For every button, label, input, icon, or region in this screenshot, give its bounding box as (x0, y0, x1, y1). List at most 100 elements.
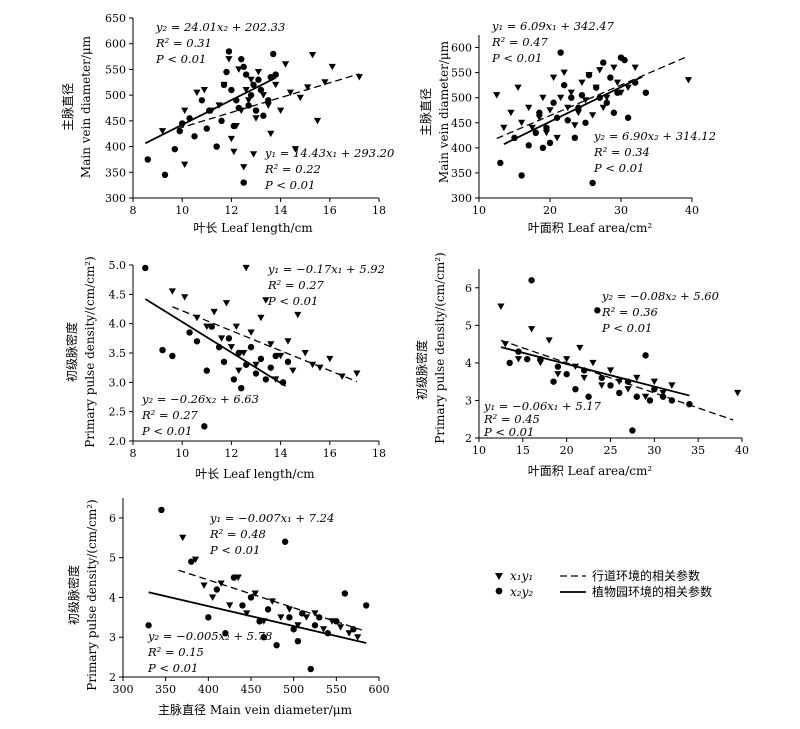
panel-5-xlabel: 主脉直径 Main vein diameter/μm (158, 702, 353, 717)
panel-1-triangle-point (291, 146, 299, 153)
panel-3-triangle-point (267, 341, 275, 348)
panel-3-triangle-point (277, 352, 285, 360)
panel-4-circle-point (572, 385, 579, 393)
panel-4-circle-point (585, 393, 592, 400)
panel-1-y-tick-label: 350 (105, 166, 126, 179)
panel-1-triangle-point (277, 107, 285, 114)
panel-1-triangle-point (328, 63, 336, 71)
panel-3-triangle-point (247, 329, 255, 336)
panel-3-circle-point (272, 352, 279, 360)
panel-4-circle-point (659, 393, 667, 400)
panel-5-fit-2-equation: y₂ = −0.005x₂ + 5.78 (147, 629, 272, 643)
panel-2-circle-point (578, 91, 586, 99)
panel-1-circle-point (218, 117, 225, 125)
panel-3-triangle-point (217, 335, 226, 342)
panel-5-fit-1-r2: R² = 0.48 (209, 527, 266, 541)
panel-1-triangle-point (215, 102, 223, 109)
panel-3-triangle-point (326, 355, 334, 363)
panel-4: 10 15 20 25 30 35 40 2 3 4 5 6 叶面积 Leaf area/cm² 初级… (414, 252, 749, 478)
panel-1-circle-point (191, 133, 198, 140)
panel-1-y-tick-label: 550 (105, 63, 126, 76)
panel-1-circle-point (247, 91, 255, 99)
panel-3-y-tick-label: 5.0 (109, 259, 127, 272)
panel-1-y-tick-label: 400 (105, 141, 126, 154)
panel-1-triangle-point (247, 76, 255, 84)
panel-1-triangle-point (249, 151, 258, 158)
panel-2-circle-point (632, 79, 639, 86)
panel-2-x-tick-label: 30 (614, 204, 628, 217)
panel-2-circle-point (624, 114, 632, 121)
legend: x₁y₁ x₂y₂ 行道环境的相关参数 植物园环境的相关参数 (495, 568, 712, 599)
panel-3-triangle-point (316, 364, 324, 372)
legend-dashed-label: 行道环境的相关参数 (592, 568, 700, 583)
panel-3-circle-point (257, 355, 265, 363)
panel-2-triangle-point (599, 104, 607, 112)
panel-5-circle-point (205, 614, 212, 621)
panel-2-triangle-point (525, 104, 533, 112)
panel-2-circle-point (571, 134, 579, 142)
panel-3-triangle-point (210, 308, 218, 316)
panel-1-triangle-point (313, 117, 322, 125)
panel-2-circle-point (564, 117, 571, 124)
panel-2-triangle-point (542, 129, 551, 137)
panel-4-ylabel-en: Primary pulse density/(cm/cm²) (433, 252, 447, 443)
panel-4-y-tick-label: 5 (465, 319, 472, 332)
panel-1-triangle-point (227, 135, 235, 143)
panel-4-triangle-point (659, 389, 667, 397)
panel-5-circle-point (260, 634, 267, 641)
panel-5: 300 350 400 450 500 550 600 2 3 4 5 6 主脉直径 Main vei… (66, 498, 390, 717)
panel-5-x-tick-label: 400 (198, 683, 219, 696)
panel-4-triangle-point (497, 303, 505, 310)
panel-4-triangle-point (633, 374, 641, 382)
panel-1-plot: 8 10 12 14 16 18 300 350 400 450 500 550 600 650 (105, 12, 386, 217)
panel-2-fit-1-equation: y₁ = 6.09x₁ + 342.47 (491, 19, 615, 33)
panel-4-triangle-point (668, 382, 676, 389)
panel-4-circle-point (598, 374, 605, 382)
panel-1-circle-point (228, 86, 235, 94)
panel-5-triangle-point (277, 614, 285, 621)
panel-3-triangle-point (338, 373, 346, 380)
panel-1-fit-2-r2: R² = 0.22 (264, 162, 321, 176)
panel-1-triangle-point (181, 161, 189, 168)
panel-3-y-tick-label: 3.5 (109, 347, 127, 360)
panel-4-x-tick-label: 15 (516, 444, 530, 457)
panel-5-circle-point (286, 614, 293, 621)
panel-5-x-tick-label: 550 (326, 683, 347, 696)
panel-3-circle-point (247, 343, 255, 351)
panel-3-y-tick-label: 2.5 (109, 406, 127, 419)
panel-4-x-tick-label: 20 (560, 444, 574, 457)
panel-1-triangle-point (264, 102, 272, 109)
panel-2-circle-point (518, 172, 525, 179)
panel-3-circle-point (235, 349, 242, 357)
panel-1-y-tick-label: 300 (105, 192, 126, 205)
panel-2-fit-2-p: P < 0.01 (593, 161, 644, 175)
legend-triangle-marker (495, 573, 503, 580)
panel-1-triangle-point (321, 79, 329, 86)
panel-5-ylabel-zh: 初级脉密度 (66, 565, 81, 625)
panel-2-circle-point (596, 94, 603, 101)
panel-4-circle-point (646, 397, 654, 404)
panel-2-circle-point (525, 142, 532, 149)
panel-1-triangle-point (355, 74, 363, 81)
panel-1-circle-point (257, 86, 265, 94)
panel-3-y-tick-label: 4.0 (109, 318, 127, 331)
panel-5-y-tick-label: 2 (109, 671, 116, 684)
panel-3-circle-point (220, 358, 228, 365)
panel-2-triangle-point (535, 114, 543, 122)
panel-3-circle-point (193, 338, 201, 345)
panel-5-triangle-point (243, 610, 251, 617)
panel-4-triangle-point (528, 326, 536, 333)
panel-2-triangle-point (507, 109, 515, 117)
panel-3-x-tick-label: 12 (224, 447, 238, 460)
panel-3-triangle-point (240, 350, 248, 357)
panel-2-x-tick-label: 40 (685, 204, 699, 217)
panel-2-circle-point (592, 84, 600, 91)
panel-1-xlabel: 叶长 Leaf length/cm (193, 221, 313, 235)
panel-1-circle-point (238, 55, 245, 63)
panel-2-circle-point (543, 124, 550, 131)
panel-3-fit-2-equation: y₂ = −0.26x₂ + 6.63 (141, 392, 259, 406)
panel-2-triangle-point (610, 64, 618, 71)
panel-1-circle-point (223, 68, 230, 76)
panel-3-triangle-point (301, 350, 309, 357)
